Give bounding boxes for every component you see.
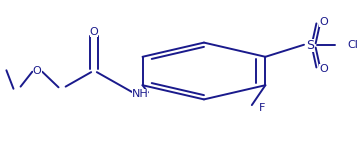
Text: O: O [90, 27, 98, 37]
Text: O: O [319, 64, 328, 74]
Text: NH: NH [132, 89, 148, 99]
Text: O: O [33, 66, 42, 76]
Text: S: S [306, 39, 314, 52]
Text: Cl: Cl [348, 40, 359, 50]
Text: O: O [319, 17, 328, 27]
Text: F: F [259, 103, 265, 113]
